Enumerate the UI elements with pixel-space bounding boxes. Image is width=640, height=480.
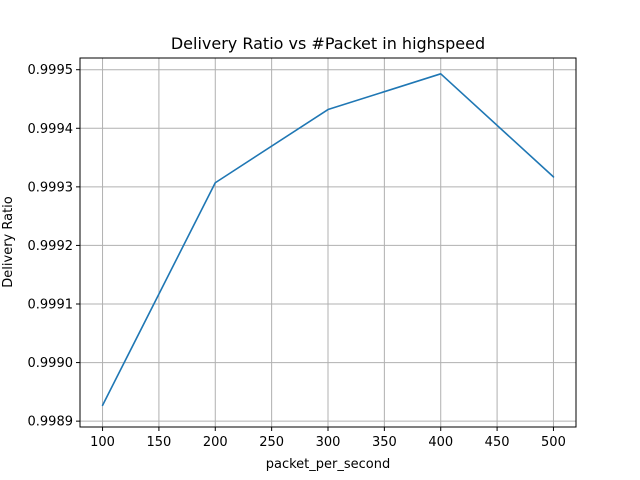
x-tick-label: 200 [203, 435, 228, 450]
y-axis-title: Delivery Ratio [1, 196, 16, 288]
y-tick-label: 0.9995 [28, 63, 74, 78]
chart-title: Delivery Ratio vs #Packet in highspeed [171, 34, 485, 53]
grid [80, 58, 576, 427]
x-axis-title: packet_per_second [266, 457, 390, 472]
x-tick-label: 450 [485, 435, 510, 450]
x-tick-label: 500 [541, 435, 566, 450]
y-tick-label: 0.9994 [28, 122, 74, 137]
x-tick-label: 150 [146, 435, 171, 450]
x-tick-label: 400 [428, 435, 453, 450]
y-tick-label: 0.9991 [28, 298, 74, 313]
y-tick-label: 0.9990 [28, 356, 74, 371]
x-tick-label: 100 [90, 435, 115, 450]
x-tick-label: 300 [316, 435, 341, 450]
y-tick-label: 0.9989 [28, 415, 74, 430]
series-layer [101, 73, 555, 407]
y-tick-label: 0.9993 [28, 180, 74, 195]
series-line [101, 73, 555, 407]
x-tick-label: 250 [259, 435, 284, 450]
y-axis-ticks: 0.9989 0.9990 0.9991 0.9992 0.9993 0.9994 0.99… [28, 63, 80, 430]
x-tick-label: 350 [372, 435, 397, 450]
x-axis-ticks: 100 150 200 250 300 350 400 450 500 [90, 427, 566, 450]
y-tick-label: 0.9992 [28, 239, 74, 254]
